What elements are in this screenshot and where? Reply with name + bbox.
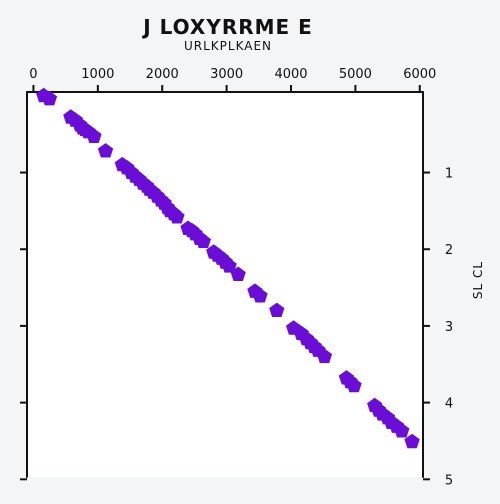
chart-subtitle: URLKPLKAEN: [184, 39, 272, 53]
x-tick-label: 4000: [274, 67, 307, 82]
x-tick-label: 6000: [403, 67, 436, 82]
data-point: [269, 302, 285, 317]
y-tick-label: 4: [445, 397, 453, 412]
data-point: [169, 209, 185, 224]
data-point: [86, 128, 102, 143]
plot-area: [27, 92, 423, 477]
y-tick-label: 3: [445, 320, 453, 335]
axes: 0 1000 2000 3000 4000 5000 6000 1 2 3 4 5: [20, 67, 453, 488]
data-point: [195, 233, 211, 248]
data-point: [41, 90, 58, 106]
data-point: [252, 288, 268, 303]
y-tick-label: 5: [445, 473, 453, 488]
x-tick-label: 0: [29, 67, 37, 82]
data-point: [230, 266, 246, 281]
y-tick-label: 2: [445, 243, 453, 258]
data-markers: [36, 87, 420, 449]
x-tick-label: 1000: [81, 67, 114, 82]
data-point: [404, 433, 420, 449]
y-axis-label: SL CL: [471, 261, 485, 299]
data-point: [394, 423, 410, 438]
x-tick-label: 3000: [210, 67, 243, 82]
data-point: [346, 377, 362, 393]
data-point: [97, 143, 114, 158]
data-point: [316, 348, 333, 364]
x-tick-label: 2000: [146, 67, 179, 82]
chart-title: J LOXYRRME E: [141, 15, 313, 39]
data-point: [221, 258, 237, 273]
x-tick-label: 5000: [339, 67, 372, 82]
y-tick-label: 1: [445, 167, 453, 182]
